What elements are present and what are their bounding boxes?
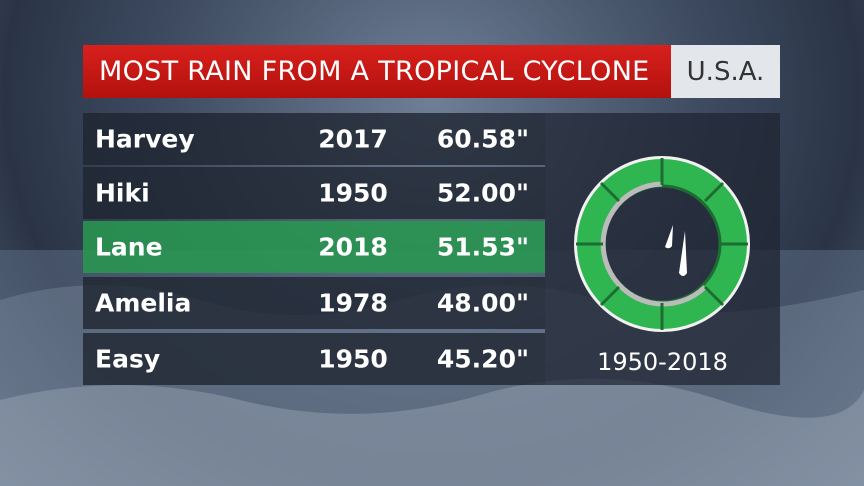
rainfall: 45.20" xyxy=(436,344,529,374)
table-row: Hiki 1950 52.00" xyxy=(83,167,545,219)
storm-name: Easy xyxy=(95,344,161,374)
storm-name: Harvey xyxy=(95,124,195,154)
rainfall: 48.00" xyxy=(436,288,529,318)
region: U.S.A. xyxy=(671,45,780,98)
storm-year: 2017 xyxy=(318,124,388,154)
rainfall: 52.00" xyxy=(436,178,529,208)
storm-year: 1950 xyxy=(318,178,388,208)
storm-year: 2018 xyxy=(318,232,388,262)
storm-name: Lane xyxy=(95,232,163,262)
table-row: Easy 1950 45.20" xyxy=(83,333,545,385)
table-row: Amelia 1978 48.00" xyxy=(83,277,545,329)
storm-name: Hiki xyxy=(95,178,150,208)
gauge-icon xyxy=(574,156,750,332)
rainfall: 51.53" xyxy=(436,232,529,262)
storm-year: 1950 xyxy=(318,344,388,374)
year-range: 1950-2018 xyxy=(597,348,728,376)
table-row: Harvey 2017 60.58" xyxy=(83,113,545,165)
storm-year: 1978 xyxy=(318,288,388,318)
table-row: Lane 2018 51.53" xyxy=(83,221,545,273)
storm-name: Amelia xyxy=(95,288,192,318)
side-panel xyxy=(545,113,780,385)
rainfall: 60.58" xyxy=(436,124,529,154)
title: MOST RAIN FROM A TROPICAL CYCLONE xyxy=(83,45,671,98)
